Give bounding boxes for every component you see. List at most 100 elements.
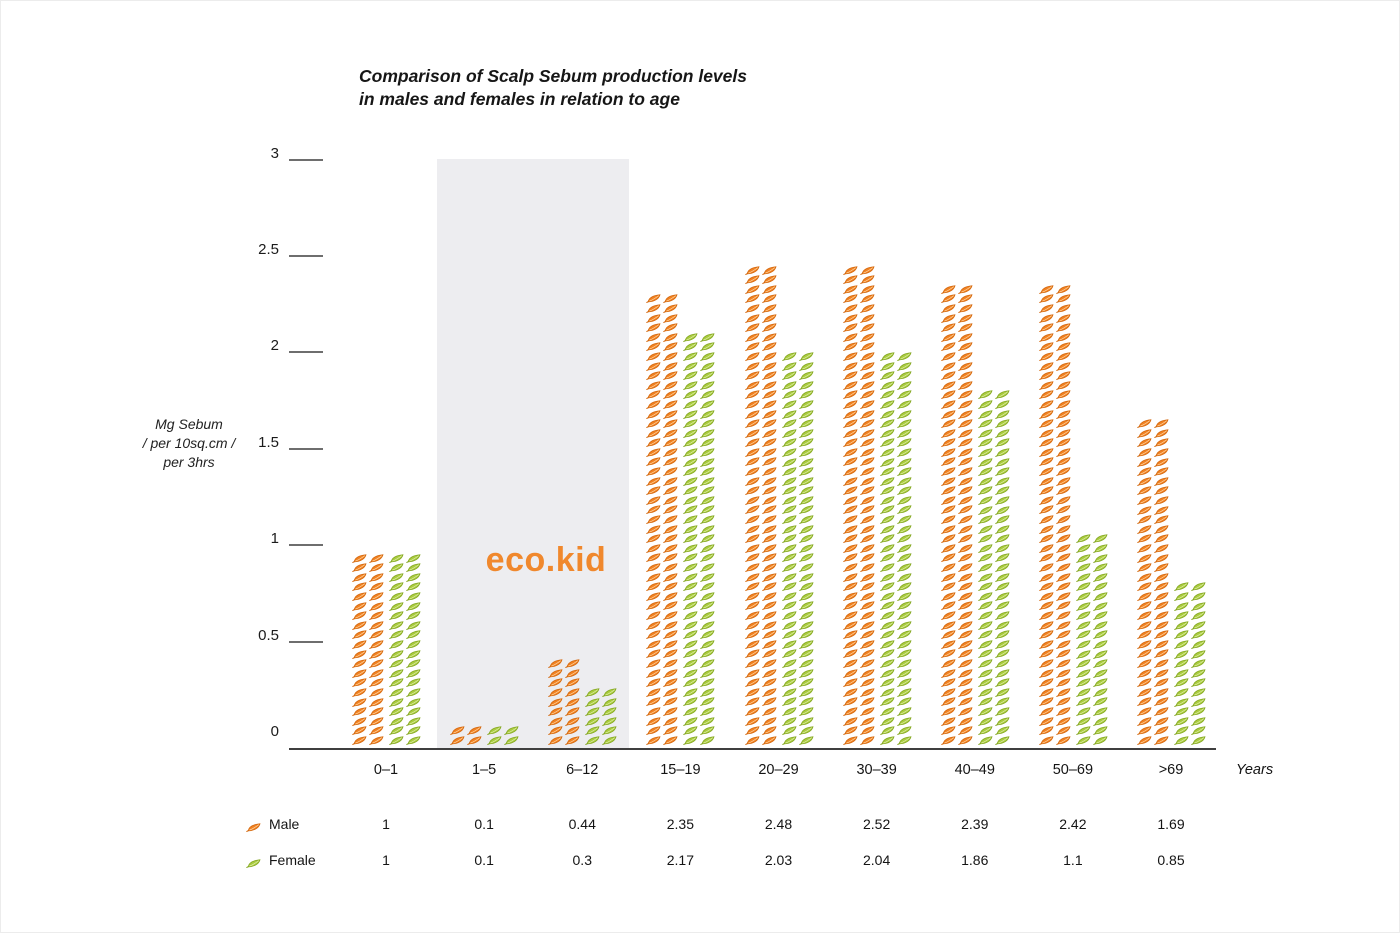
female-leaf-icon <box>977 438 993 448</box>
leaf-row <box>646 313 678 323</box>
female-leaf-icon <box>977 726 993 736</box>
male-leaf-icon <box>646 400 661 409</box>
female-leaf-icon <box>994 668 1010 678</box>
female-leaf-icon <box>781 496 797 505</box>
male-leaf-icon <box>1056 448 1071 457</box>
female-leaf-icon <box>1093 640 1108 649</box>
leaf-row <box>548 659 580 669</box>
leaf-row <box>1039 658 1071 668</box>
female-leaf-icon <box>781 477 797 486</box>
leaf-row <box>389 697 421 707</box>
female-leaf-icon <box>896 563 912 573</box>
female-leaf-icon <box>683 553 698 563</box>
female-leaf-icon <box>798 409 814 419</box>
male-leaf-icon <box>842 659 858 668</box>
male-leaf-icon <box>1039 640 1054 649</box>
female-leaf-icon <box>683 448 698 457</box>
female-leaf-icon <box>781 620 797 630</box>
leaf-row <box>646 620 678 630</box>
male-leaf-icon <box>957 409 973 419</box>
leaf-row <box>781 467 814 477</box>
male-leaf-icon <box>1039 361 1054 371</box>
male-leaf-icon <box>663 390 678 400</box>
leaf-row <box>1137 486 1169 496</box>
leaf-row <box>1137 572 1169 582</box>
leaf-row <box>683 582 715 592</box>
leaf-row <box>1039 735 1071 745</box>
female-leaf-icon <box>602 736 617 745</box>
y-tick-label: 3 <box>270 144 279 162</box>
female-leaf-icon <box>389 582 404 592</box>
male-leaf-icon <box>940 659 956 668</box>
leaf-row <box>744 716 777 726</box>
male-leaf-icon <box>352 640 367 649</box>
leaf-row <box>389 563 421 573</box>
male-leaf-icon <box>663 323 678 333</box>
leaf-row <box>781 476 814 486</box>
female-bar-15–19 <box>683 332 715 745</box>
leaf-row <box>646 716 678 726</box>
male-leaf-icon <box>744 678 760 688</box>
female-leaf-icon <box>700 649 715 659</box>
leaf-row <box>842 534 875 544</box>
leaf-row <box>744 591 777 601</box>
female-leaf-icon <box>1174 621 1189 630</box>
leaf-row <box>683 457 715 467</box>
female-leaf-icon <box>781 726 797 736</box>
female-leaf-icon <box>683 333 698 342</box>
female-leaf-icon <box>994 707 1010 716</box>
male-leaf-icon <box>646 544 661 553</box>
female-leaf-icon <box>683 659 698 668</box>
male-leaf-icon <box>842 352 858 361</box>
male-leaf-icon <box>744 294 760 304</box>
leaf-row <box>842 361 875 371</box>
leaf-row <box>879 457 912 467</box>
male-leaf-icon <box>1039 592 1054 601</box>
leaf-row <box>940 323 973 333</box>
female-leaf-icon <box>879 467 895 477</box>
leaf-row <box>781 668 814 678</box>
male-leaf-icon <box>1039 726 1054 736</box>
x-axis-category-label: 40–49 <box>954 762 995 778</box>
female-leaf-icon <box>1191 601 1206 611</box>
male-leaf-icon <box>663 467 678 477</box>
leaf-row <box>1137 620 1169 630</box>
leaf-row <box>879 505 912 515</box>
male-leaf-icon <box>842 611 858 620</box>
leaf-row <box>1137 438 1169 448</box>
leaf-row <box>1039 678 1071 688</box>
male-leaf-icon <box>744 409 760 419</box>
male-leaf-icon <box>352 659 367 669</box>
male-leaf-icon <box>940 361 956 371</box>
male-leaf-icon <box>1039 486 1054 496</box>
leaf-row <box>842 553 875 563</box>
male-leaf-icon <box>1056 592 1071 601</box>
male-leaf-icon <box>646 601 661 611</box>
leaf-row <box>940 505 973 515</box>
male-leaf-icon <box>940 304 956 313</box>
female-leaf-icon <box>896 611 912 621</box>
male-leaf-icon <box>1056 429 1071 438</box>
leaf-row <box>646 514 678 525</box>
female-leaf-icon <box>994 544 1010 553</box>
female-leaf-icon <box>879 438 895 448</box>
leaf-row <box>842 572 875 582</box>
leaf-row <box>683 716 715 726</box>
leaf-row <box>781 678 814 688</box>
leaf-row <box>548 716 580 726</box>
leaf-row <box>940 601 973 611</box>
leaf-row <box>842 514 875 525</box>
female-leaf-icon <box>1191 630 1206 640</box>
female-leaf-icon <box>1093 621 1108 630</box>
male-leaf-icon <box>940 476 956 486</box>
female-bar-50–69 <box>1076 534 1108 745</box>
male-leaf-icon <box>352 669 367 678</box>
male-leaf-icon <box>761 457 777 467</box>
male-leaf-icon <box>1039 505 1054 515</box>
male-leaf-icon <box>859 486 875 496</box>
leaf-row <box>977 447 1010 457</box>
male-leaf-icon <box>1039 716 1054 726</box>
leaf-row <box>744 361 777 371</box>
leaf-row <box>879 428 912 438</box>
male-leaf-icon <box>1056 707 1071 716</box>
